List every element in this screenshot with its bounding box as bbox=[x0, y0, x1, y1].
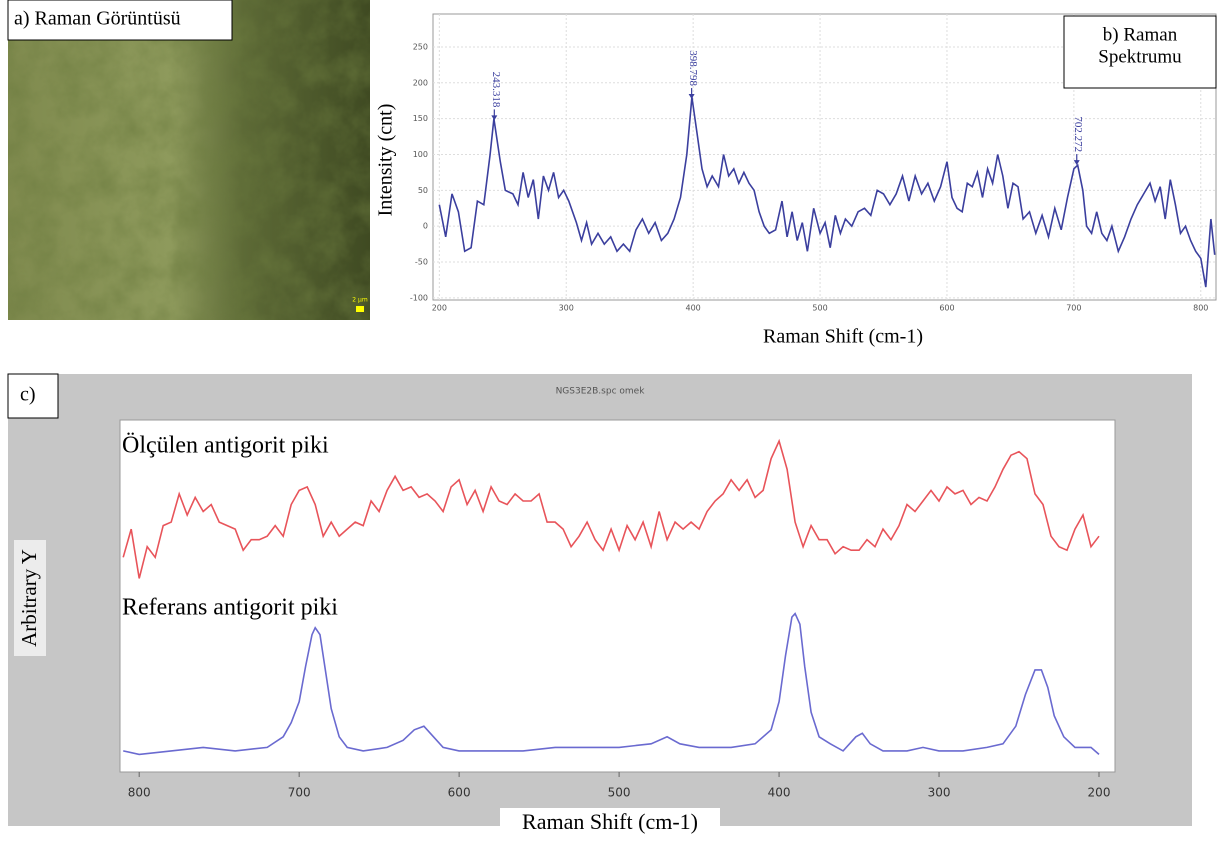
title-box bbox=[1063, 15, 1217, 89]
series-label: Ölçülen antigorit piki bbox=[122, 433, 329, 459]
plot-area bbox=[119, 419, 1116, 773]
y-label-bg bbox=[14, 540, 46, 656]
x-axis-label: Raman Shift (cm-1) bbox=[522, 809, 698, 834]
x-tick-label: 600 bbox=[448, 786, 471, 800]
annotation: 702.272 bbox=[1072, 116, 1084, 152]
data-line bbox=[438, 96, 1216, 288]
annotation: 398.798 bbox=[687, 50, 699, 86]
x-tick-label: 300 bbox=[559, 304, 574, 313]
y-tick-label: 150 bbox=[413, 114, 428, 123]
data-line bbox=[123, 612, 1100, 756]
y-tick-label: -100 bbox=[410, 293, 428, 302]
title-box-line: b) Raman bbox=[1103, 24, 1178, 45]
y-tick-label: 50 bbox=[418, 186, 428, 195]
x-axis-label: Raman Shift (cm-1) bbox=[763, 326, 923, 348]
label-box bbox=[7, 0, 233, 41]
y-tick-label: 0 bbox=[423, 222, 428, 231]
arrow-head bbox=[688, 94, 695, 100]
micrograph-texture bbox=[8, 0, 370, 320]
x-tick-label: 800 bbox=[1193, 304, 1208, 313]
chart-title: NGS3E2B.spc omek bbox=[556, 387, 646, 397]
y-tick-label: 200 bbox=[413, 78, 428, 87]
data-line bbox=[122, 438, 1100, 579]
y-axis-label: Intensity (cnt) bbox=[375, 104, 397, 217]
y-tick-label: -50 bbox=[415, 258, 428, 267]
label-box bbox=[7, 373, 59, 419]
panel-label: c) bbox=[20, 384, 36, 406]
x-tick-label: 200 bbox=[432, 304, 447, 313]
series-label: Referans antigorit piki bbox=[122, 595, 338, 621]
image-panel: a) Raman Görüntüsü 2 µm bbox=[7, 0, 370, 320]
arrow-head bbox=[491, 115, 498, 121]
chart-b: 200 300 400 500 600 700 800 -100 -50 0 50 100 150 200… bbox=[375, 13, 1217, 348]
x-tick-label: 700 bbox=[288, 786, 311, 800]
x-tick-label: 400 bbox=[768, 786, 791, 800]
scale-bar bbox=[356, 306, 364, 312]
x-tick-label: 400 bbox=[686, 304, 701, 313]
panel-label: a) Raman Görüntüsü bbox=[14, 8, 181, 30]
annotation: 243.318 bbox=[490, 72, 502, 108]
x-label-bg bbox=[500, 808, 720, 838]
x-tick-label: 500 bbox=[608, 786, 631, 800]
y-tick-label: 100 bbox=[413, 150, 428, 159]
title-box-line: Spektrumu bbox=[1098, 46, 1182, 67]
y-axis-label: Arbitrary Y bbox=[17, 549, 41, 647]
x-tick-label: 600 bbox=[939, 304, 954, 313]
arrow-head bbox=[1073, 160, 1080, 166]
scale-label: 2 µm bbox=[352, 297, 368, 304]
x-tick-label: 200 bbox=[1088, 786, 1111, 800]
x-tick-label: 700 bbox=[1066, 304, 1081, 313]
chart-c: c) NGS3E2B.spc omek 800 700 600 500 400 300 200 A… bbox=[7, 373, 1192, 838]
y-tick-label: 250 bbox=[413, 42, 428, 51]
x-tick-label: 800 bbox=[128, 786, 151, 800]
x-tick-label: 500 bbox=[812, 304, 827, 313]
x-tick-label: 300 bbox=[928, 786, 951, 800]
